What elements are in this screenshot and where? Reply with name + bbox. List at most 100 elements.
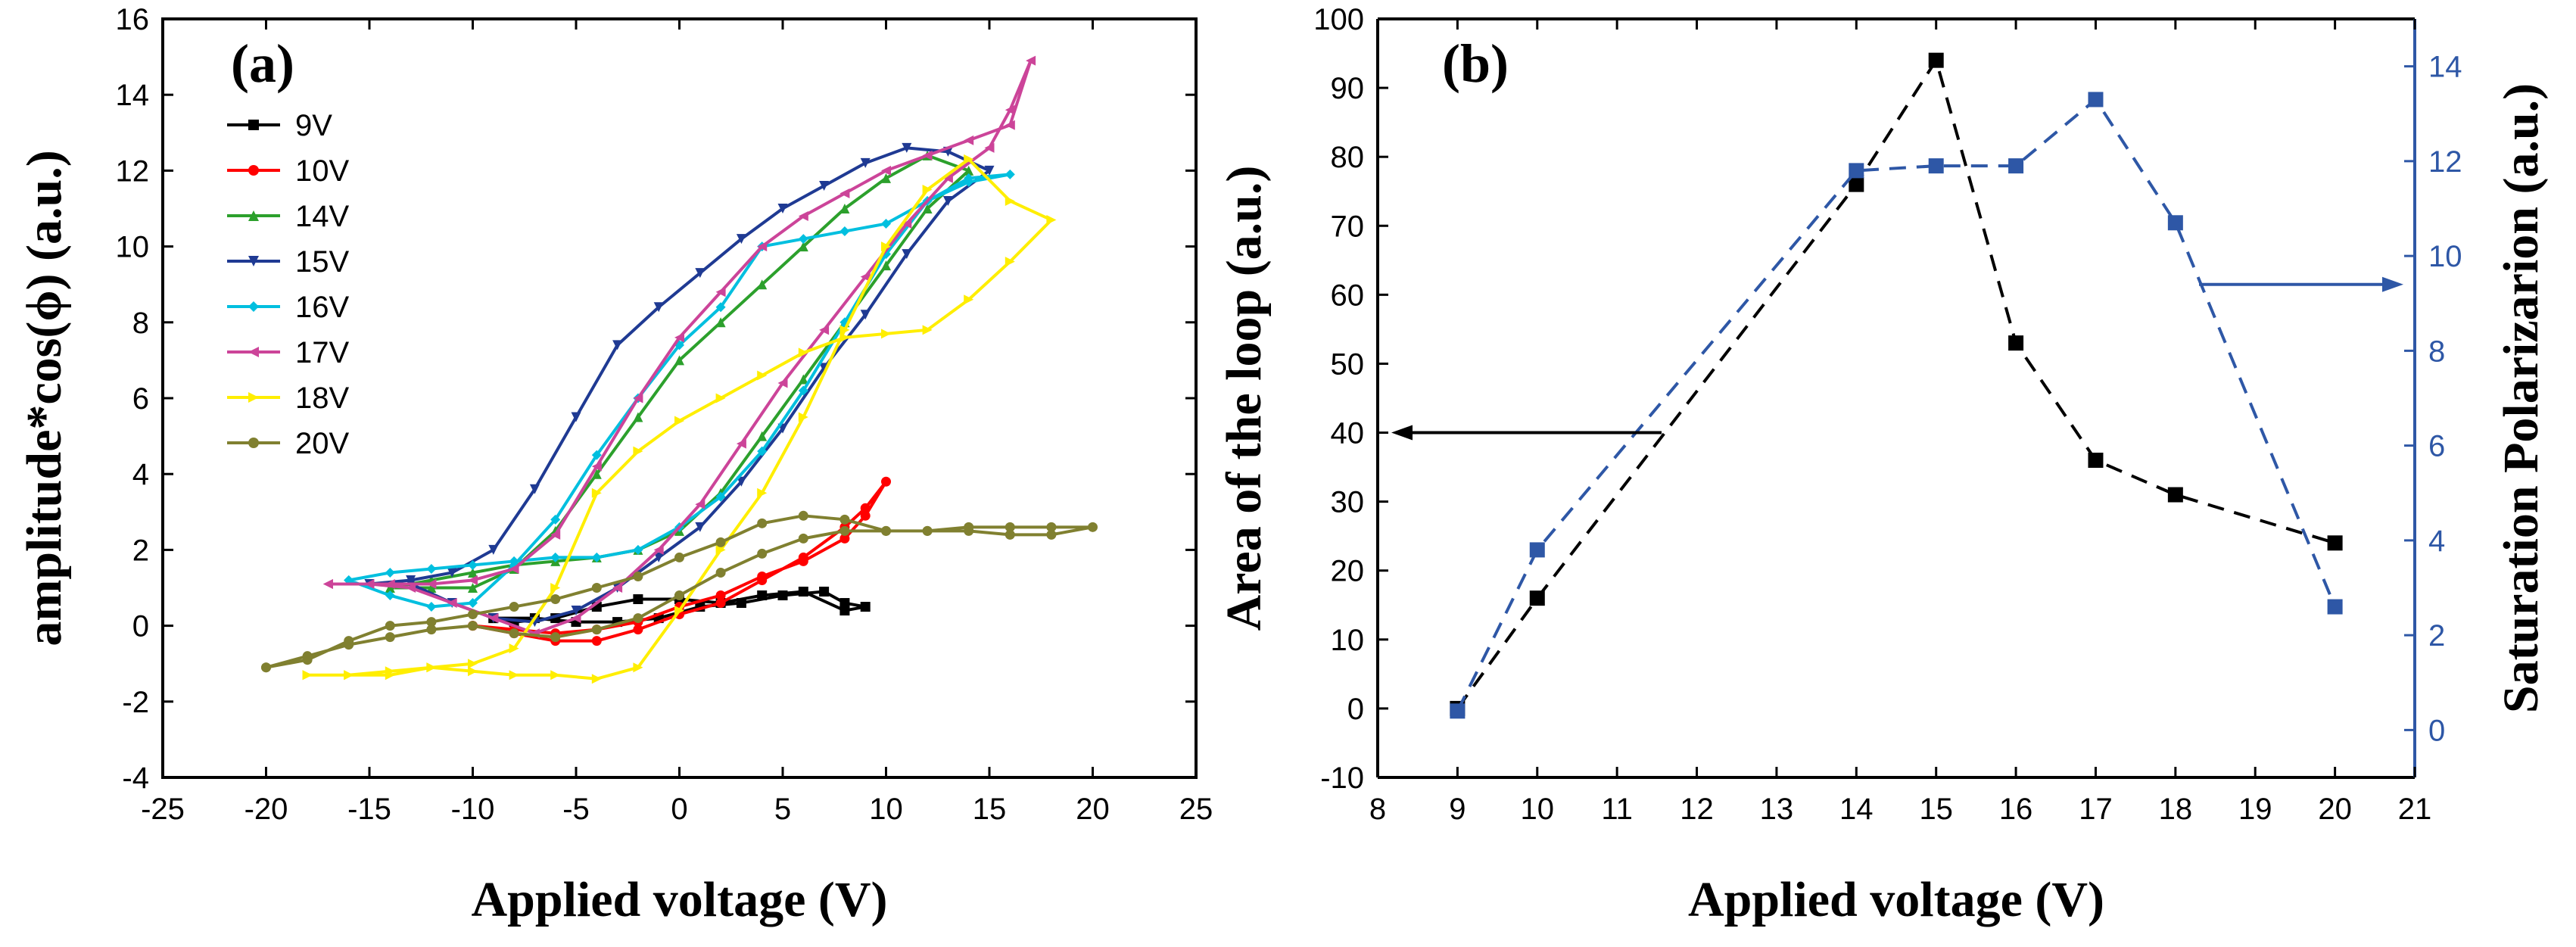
data-point-9V <box>757 590 768 601</box>
x-tick-label-b: 18 <box>2159 793 2193 826</box>
legend-item-14V: 14V <box>227 200 349 233</box>
y2-tick-label-b: 12 <box>2428 145 2462 179</box>
data-point-18V <box>715 393 726 403</box>
data-point-15V <box>447 567 457 578</box>
x-tick-label-b: 13 <box>1760 793 1794 826</box>
data-point-15V <box>984 165 995 176</box>
data-point-17V <box>468 575 478 585</box>
x-tick-label-b: 15 <box>1919 793 1953 826</box>
data-point-16V <box>468 598 478 609</box>
legend-marker <box>248 165 259 176</box>
y-tick-label-a: 12 <box>116 154 150 188</box>
y-axis-label-a: amplitude*cos(ϕ) (a.u.) <box>17 150 72 646</box>
data-point-17V <box>1005 120 1015 130</box>
data-point-14V <box>757 431 768 441</box>
data-point-20V <box>757 518 768 528</box>
data-point-18V <box>839 332 850 343</box>
legend-marker <box>248 210 259 221</box>
data-point-20V <box>1005 522 1015 532</box>
y-tick-label-b: 50 <box>1331 347 1365 381</box>
data-point-14V <box>798 241 808 252</box>
x-tick-label-b: 12 <box>1680 793 1714 826</box>
area-point <box>2088 452 2104 468</box>
data-point-14V <box>591 469 602 479</box>
legend-marker <box>248 120 259 130</box>
data-point-9V <box>819 587 830 597</box>
data-point-16V <box>1005 169 1015 179</box>
data-point-18V <box>922 184 933 195</box>
data-point-16V <box>798 385 808 396</box>
data-point-20V <box>550 632 561 643</box>
data-point-14V <box>715 317 726 328</box>
data-point-17V <box>364 578 375 589</box>
data-point-14V <box>468 583 478 593</box>
data-point-17V <box>385 578 395 589</box>
data-point-10V <box>798 556 808 566</box>
series-line-17V <box>328 59 1033 635</box>
data-point-18V <box>426 662 437 673</box>
data-point-14V <box>839 204 850 213</box>
data-point-16V <box>964 176 974 187</box>
legend-item-16V: 16V <box>227 291 349 324</box>
data-point-15V <box>860 157 871 168</box>
y2-tick-label-b: 0 <box>2428 714 2445 747</box>
data-point-15V <box>529 484 540 494</box>
data-point-15V <box>653 552 664 562</box>
data-point-20V <box>426 625 437 635</box>
data-point-18V <box>633 446 643 456</box>
data-point-18V <box>881 241 891 252</box>
y2-tick-label-b: 10 <box>2428 240 2462 273</box>
data-point-16V <box>591 552 602 562</box>
y-tick-label-a: 8 <box>132 307 149 340</box>
data-point-17V <box>406 583 416 593</box>
y2-tick-label-b: 14 <box>2428 51 2462 84</box>
x-tick-label-a: -10 <box>451 793 495 826</box>
data-point-20V <box>964 522 974 532</box>
y-tick-label-b: 0 <box>1347 693 1364 726</box>
data-point-17V <box>550 529 561 540</box>
data-point-14V <box>633 412 643 422</box>
panel-label-a: (a) <box>231 33 294 94</box>
data-point-20V <box>302 655 313 665</box>
y2-axis-label-b: Saturation Polarizarion (a.u.) <box>2493 83 2549 713</box>
data-point-16V <box>426 602 437 612</box>
data-point-17V <box>674 332 684 343</box>
data-point-14V <box>468 567 478 578</box>
data-point-20V <box>674 552 684 562</box>
y2-tick-label-b: 6 <box>2428 430 2445 463</box>
x-tick-label-a: 5 <box>774 793 791 826</box>
data-point-15V <box>736 234 746 245</box>
data-point-20V <box>344 636 354 646</box>
x-tick-label-a: 25 <box>1179 793 1213 826</box>
x-axis-label-a: Applied voltage (V) <box>472 872 888 927</box>
data-point-20V <box>261 662 271 673</box>
data-point-17V <box>736 438 746 449</box>
y-tick-label-a: -2 <box>122 686 149 719</box>
data-point-18V <box>550 583 561 593</box>
data-point-9V <box>736 598 746 609</box>
data-point-20V <box>591 625 602 635</box>
data-point-20V <box>1046 529 1057 540</box>
data-point-20V <box>385 632 395 643</box>
data-point-15V <box>571 606 581 616</box>
y-tick-label-a: 14 <box>116 79 150 112</box>
x-tick-label-a: 10 <box>869 793 903 826</box>
x-tick-label-b: 19 <box>2238 793 2272 826</box>
x-tick-label-a: 20 <box>1076 793 1110 826</box>
y-tick-label-a: 10 <box>116 231 150 264</box>
data-point-14V <box>881 173 891 183</box>
data-point-16V <box>881 219 891 229</box>
data-point-15V <box>860 310 871 320</box>
data-point-17V <box>322 578 333 589</box>
data-point-16V <box>757 446 768 456</box>
legend-label: 16V <box>295 291 349 324</box>
data-point-17V <box>1026 55 1036 66</box>
x-tick-label-a: -20 <box>245 793 288 826</box>
data-point-20V <box>385 621 395 631</box>
y-tick-label-b: 80 <box>1331 141 1365 174</box>
y-tick-label-a: 2 <box>132 534 149 567</box>
legend-label: 18V <box>295 382 349 415</box>
y-tick-label-a: 0 <box>132 610 149 643</box>
data-point-17V <box>902 219 912 229</box>
saturation-point <box>1529 542 1545 558</box>
